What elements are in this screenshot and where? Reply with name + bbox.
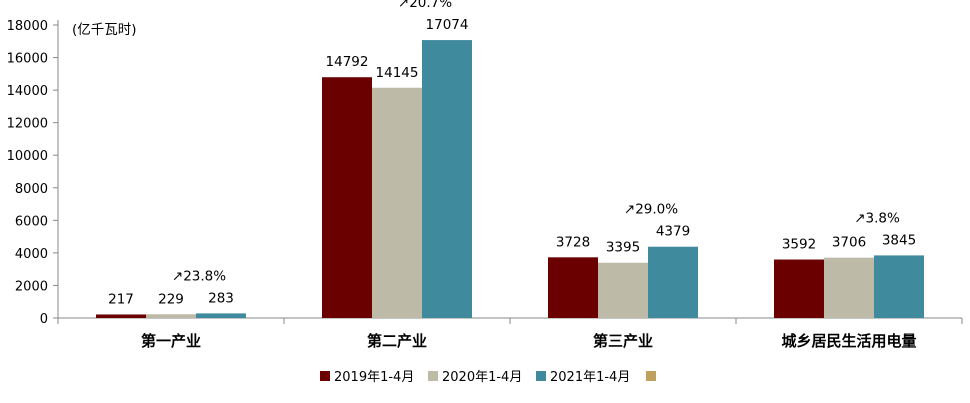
y-tick-label: 4000 [15,247,48,262]
bar [96,314,146,318]
unit-label: (亿千瓦时) [72,22,137,38]
x-category-label: 第三产业 [593,332,653,350]
chart-axes: 0 2000 4000 6000 8000 10000 12000 14000 16000 180… [7,19,963,350]
chart-bars [96,40,924,319]
y-tick-label: 14000 [7,84,48,99]
bar-value-label: 4379 [656,224,690,240]
y-tick-label: 10000 [7,149,48,164]
bar-value-label: 3706 [832,235,866,251]
bar [146,314,196,318]
bar [824,257,874,318]
bar-value-label: 229 [158,291,184,307]
y-tick-label: 0 [40,312,48,327]
x-category-label: 第一产业 [141,332,201,350]
bar-value-label: 3728 [556,234,590,250]
legend-label: 2020年1-4月 [442,370,522,385]
bar [874,255,924,318]
y-tick-label: 16000 [7,52,48,67]
bar-value-label: 14792 [326,54,369,70]
legend-swatch [536,371,546,381]
bar-value-label: 3395 [606,240,640,256]
bar-value-label: 3845 [882,232,916,248]
growth-annotation: ↗20.7% [398,0,452,11]
growth-annotation: ↗23.8% [172,268,226,284]
y-tick-label: 2000 [15,279,48,294]
bar [548,257,598,318]
bar-value-label: 217 [108,291,134,307]
bar-value-label: 3592 [782,237,816,253]
legend-swatch [320,371,330,381]
bar [322,77,372,318]
x-category-label: 城乡居民生活用电量 [781,332,916,350]
chart-legend: 2019年1-4月 2020年1-4月 2021年1-4月 [320,370,656,385]
y-tick-label: 12000 [7,117,48,132]
x-category-label: 第二产业 [367,332,427,350]
bar [598,262,648,318]
bar [774,259,824,318]
legend-label: 2021年1-4月 [550,370,630,385]
legend-swatch [646,371,656,381]
growth-annotation: ↗29.0% [624,202,678,218]
y-tick-label: 18000 [7,19,48,34]
chart-labels: 217 229 283 ↗23.8% 14792 14145 17074 ↗20.7% 3728… [108,0,916,307]
legend-swatch [428,371,438,381]
bar [196,313,246,318]
bar [648,246,698,318]
bar-value-label: 17074 [426,17,469,33]
bar [422,40,472,319]
bar [372,87,422,319]
legend-label: 2019年1-4月 [334,370,414,385]
bar-value-label: 14145 [376,65,419,81]
growth-annotation: ↗3.8% [854,210,900,226]
y-tick-label: 6000 [15,214,48,229]
y-tick-label: 8000 [15,182,48,197]
bar-value-label: 283 [208,290,234,306]
